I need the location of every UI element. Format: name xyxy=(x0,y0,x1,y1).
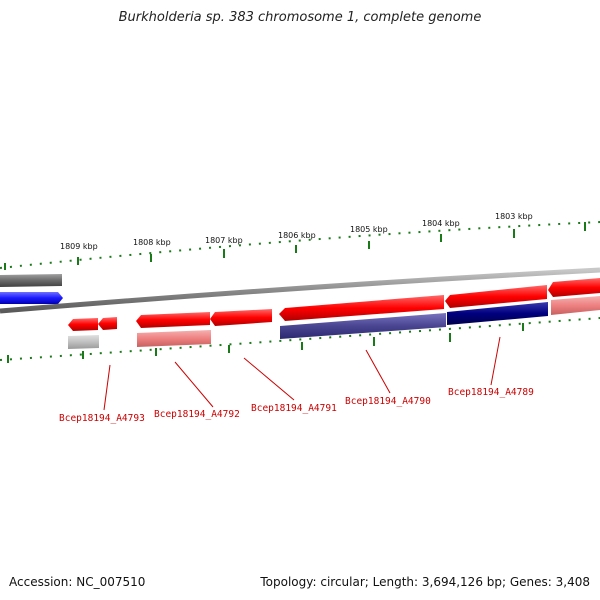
gene-label-a4789: Bcep18194_A4789 xyxy=(448,387,534,398)
gene-arrow-a4792 xyxy=(136,312,210,328)
pink-feature-left xyxy=(137,330,211,347)
gene-right-edge xyxy=(548,278,600,297)
outer-scale-arc xyxy=(0,221,600,269)
outer-major-ticks xyxy=(4,222,586,270)
gene-arrow-a4791 xyxy=(210,309,272,326)
scale-label-1807: 1807 kbp xyxy=(205,236,243,245)
gene-label-a4791: Bcep18194_A4791 xyxy=(251,403,337,414)
map-title: Burkholderia sp. 383 chromosome 1, compl… xyxy=(118,10,482,25)
gene-label-a4790: Bcep18194_A4790 xyxy=(345,396,431,407)
gene-arrow-a4793a xyxy=(98,317,117,330)
gene-label-a4792: Bcep18194_A4792 xyxy=(154,409,240,420)
scale-label-1808: 1808 kbp xyxy=(133,238,171,247)
scale-label-1804: 1804 kbp xyxy=(422,219,460,228)
scale-label-1809: 1809 kbp xyxy=(60,242,98,251)
gene-arrow-a4789 xyxy=(445,285,547,308)
gene-arrow-a4790 xyxy=(279,295,444,321)
navy-feature xyxy=(447,302,548,325)
blue-feature-left xyxy=(0,292,63,304)
inner-major-ticks xyxy=(7,323,524,363)
accession-text: Accession: NC_007510 xyxy=(9,575,146,589)
slate-feature xyxy=(280,313,446,339)
genome-backbone xyxy=(0,267,600,314)
lightgray-feature xyxy=(68,335,99,349)
gene-label-a4793: Bcep18194_A4793 xyxy=(59,413,145,424)
pink-feature-right xyxy=(551,296,600,315)
inner-scale-arc xyxy=(0,317,600,361)
gray-feature-top-left xyxy=(0,274,62,287)
scale-label-1806: 1806 kbp xyxy=(278,231,316,240)
gene-arrow-a4793 xyxy=(68,318,98,331)
callout-lines xyxy=(103,336,501,411)
scale-label-1805: 1805 kbp xyxy=(350,225,388,234)
genome-summary-text: Topology: circular; Length: 3,694,126 bp… xyxy=(260,575,590,589)
scale-label-1803: 1803 kbp xyxy=(495,212,533,221)
